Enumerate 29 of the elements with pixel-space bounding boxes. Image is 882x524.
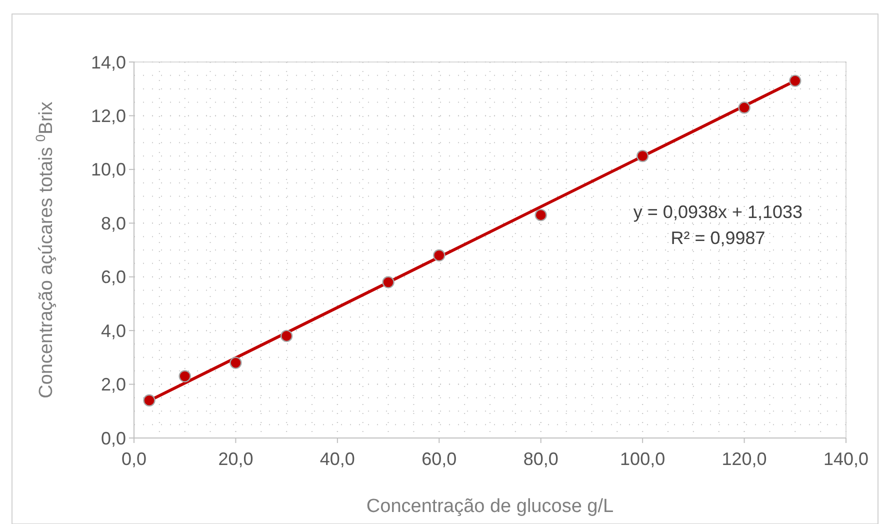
y-tick-label: 2,0 <box>100 374 126 395</box>
point <box>636 150 649 162</box>
annotation: y = 0,0938x + 1,1033 <box>633 202 803 222</box>
y-tick-label: 4,0 <box>100 320 126 341</box>
y-tick-label: 10,0 <box>90 160 126 180</box>
y-tick-label: 12,0 <box>90 106 126 126</box>
x-tick-label: 20,0 <box>218 449 254 469</box>
y-tick-label: 8,0 <box>100 213 126 234</box>
x-tick-label: 120,0 <box>722 449 767 469</box>
x-tick-label: 0,0 <box>121 449 147 469</box>
y-tick-label: 6,0 <box>100 267 126 288</box>
point <box>789 74 802 87</box>
point <box>230 356 242 369</box>
y-tick-label: 0,0 <box>100 428 126 448</box>
y-tick-label: 14,0 <box>90 52 126 72</box>
x-tick-label: 80,0 <box>523 449 558 469</box>
point <box>382 276 394 288</box>
point <box>738 102 750 114</box>
x-tick-label: 140,0 <box>823 449 869 469</box>
x-tick-label: 40,0 <box>320 449 355 469</box>
point <box>143 394 156 406</box>
annotation: R² = 0,9987 <box>670 228 766 248</box>
point <box>178 370 191 382</box>
point <box>433 249 446 262</box>
x-tick-label: 60,0 <box>422 449 457 469</box>
point <box>280 330 293 342</box>
x-tick-label: 100,0 <box>620 449 666 469</box>
point <box>534 208 547 222</box>
x-axis-title: Concentração de glucose g/L <box>366 496 614 517</box>
